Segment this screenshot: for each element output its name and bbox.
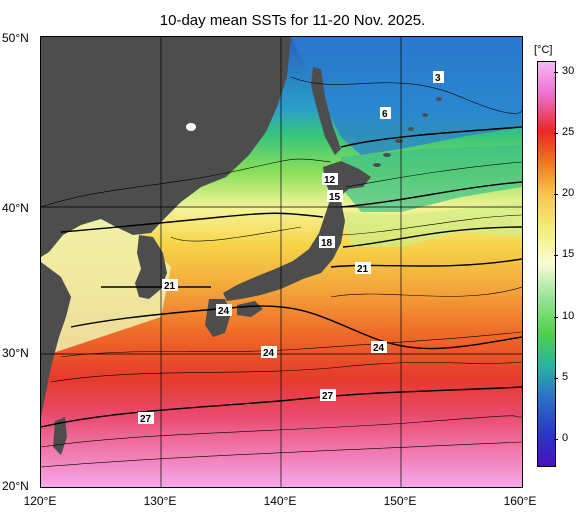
- sst-map: 3 6 12 15 18 21 21 24 24 24 27 27: [40, 36, 523, 488]
- okhotsk-cold-water: [291, 37, 522, 155]
- hokkaido-land: [323, 161, 371, 197]
- lon-label-140e: 140°E: [263, 494, 297, 508]
- contour-label-12: 12: [324, 175, 336, 186]
- taiwan-land: [53, 417, 67, 455]
- colorbar-tick-20: 20: [562, 187, 575, 199]
- contour-label-15: 15: [329, 192, 341, 203]
- lon-label-120e: 120°E: [23, 494, 57, 508]
- colorbar-tick-15: 15: [562, 248, 575, 260]
- colorbar-tick-10: 10: [562, 310, 575, 322]
- colorbar-tick-5: 5: [562, 371, 569, 383]
- china-coast-land: [41, 262, 71, 417]
- lat-label-20n: 20°N: [2, 479, 29, 493]
- land: [41, 37, 371, 455]
- contour-label-27-east: 27: [322, 391, 334, 402]
- lat-label-50n: 50°N: [2, 31, 29, 45]
- colorbar-tick-25: 25: [562, 126, 575, 138]
- colorbar-tick-0: 0: [562, 432, 569, 444]
- lat-label-30n: 30°N: [2, 346, 29, 360]
- contour-label-6: 6: [382, 109, 388, 120]
- colorbar-unit: [°C]: [534, 44, 553, 56]
- colorbar: [537, 61, 556, 467]
- lon-label-160e: 160°E: [503, 494, 537, 508]
- map-title: 10-day mean SSTs for 11-20 Nov. 2025.: [159, 12, 426, 29]
- lon-label-130e: 130°E: [143, 494, 177, 508]
- contour-label-27-west: 27: [140, 414, 152, 425]
- contour-labels: 3 6 12 15 18 21 21 24 24 24 27 27: [138, 71, 444, 425]
- contour-label-3: 3: [435, 73, 441, 84]
- contour-label-24-east: 24: [373, 343, 385, 354]
- lake: [186, 123, 196, 131]
- honshu-land: [223, 197, 345, 301]
- isotherms: [41, 76, 522, 468]
- sakhalin-land: [311, 67, 341, 155]
- asian-mainland-land: [41, 37, 291, 257]
- contour-label-24-center: 24: [263, 348, 275, 359]
- lon-label-150e: 150°E: [383, 494, 417, 508]
- contour-label-21-west: 21: [164, 281, 176, 292]
- shikoku-land: [237, 301, 263, 317]
- contour-label-21-east: 21: [357, 264, 369, 275]
- graticule: [41, 37, 522, 487]
- colorbar-tick-30: 30: [562, 65, 575, 77]
- lat-label-40n: 40°N: [2, 201, 29, 215]
- kuril-cold-water: [341, 145, 522, 212]
- contour-label-18: 18: [321, 238, 333, 249]
- korea-land: [135, 235, 167, 299]
- contour-label-24-south: 24: [218, 306, 230, 317]
